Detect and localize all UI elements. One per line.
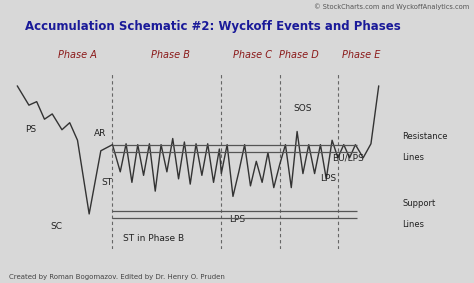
Text: AR: AR — [94, 129, 107, 138]
Text: SC: SC — [50, 222, 62, 231]
Text: Phase A: Phase A — [58, 50, 97, 59]
Text: Lines: Lines — [402, 153, 424, 162]
Text: ST in Phase B: ST in Phase B — [123, 234, 184, 243]
Text: Phase D: Phase D — [279, 50, 319, 59]
Text: SOS: SOS — [294, 104, 312, 113]
Text: LPS: LPS — [320, 174, 337, 183]
Text: Resistance: Resistance — [402, 132, 447, 141]
Text: Phase C: Phase C — [233, 50, 272, 59]
Text: Lines: Lines — [402, 220, 424, 229]
Text: Phase B: Phase B — [151, 50, 190, 59]
Text: Accumulation Schematic #2: Wyckoff Events and Phases: Accumulation Schematic #2: Wyckoff Event… — [26, 20, 401, 33]
Text: Support: Support — [402, 199, 435, 208]
Text: Created by Roman Bogomazov. Edited by Dr. Henry O. Pruden: Created by Roman Bogomazov. Edited by Dr… — [9, 274, 225, 280]
Text: BU/LPS: BU/LPS — [332, 153, 364, 162]
Text: PS: PS — [25, 125, 36, 134]
Text: LPS: LPS — [229, 215, 245, 224]
Text: © StockCharts.com and WyckoffAnalytics.com: © StockCharts.com and WyckoffAnalytics.c… — [314, 3, 469, 10]
Text: Phase E: Phase E — [342, 50, 381, 59]
Text: ST: ST — [101, 178, 112, 187]
